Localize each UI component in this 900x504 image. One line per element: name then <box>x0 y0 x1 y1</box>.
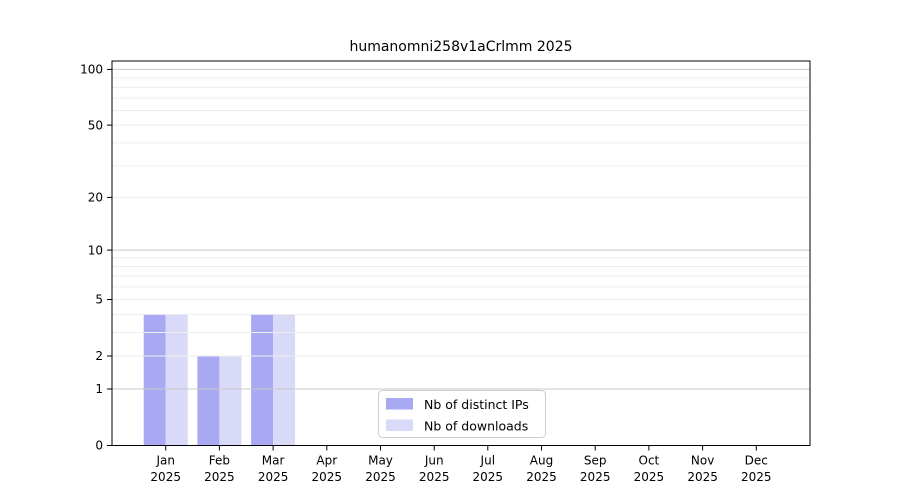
x-tick-year-label: 2025 <box>741 470 772 484</box>
x-tick-year-label: 2025 <box>634 470 665 484</box>
x-tick-year-label: 2025 <box>365 470 396 484</box>
x-tick-month-label: Dec <box>745 454 768 468</box>
x-tick-month-label: May <box>368 454 393 468</box>
bar-nb-of-downloads-feb <box>219 356 242 446</box>
legend-box <box>378 390 546 438</box>
y-tick-label: 10 <box>88 243 103 257</box>
y-tick-label: 0 <box>95 439 103 453</box>
x-tick-year-label: 2025 <box>258 470 289 484</box>
x-tick-month-label: Mar <box>262 454 285 468</box>
chart-title: humanomni258v1aCrlmm 2025 <box>349 39 572 55</box>
y-tick-label: 20 <box>88 191 103 205</box>
x-tick-year-label: 2025 <box>473 470 504 484</box>
legend-label-downloads: Nb of downloads <box>424 419 528 434</box>
x-tick-year-label: 2025 <box>687 470 718 484</box>
legend-swatch-downloads <box>386 419 413 431</box>
y-tick-label: 1 <box>95 382 103 396</box>
x-tick-month-label: Jul <box>480 454 495 468</box>
x-tick-year-label: 2025 <box>204 470 235 484</box>
y-tick-label: 100 <box>80 63 103 77</box>
x-tick-year-label: 2025 <box>526 470 557 484</box>
x-tick-month-label: Nov <box>691 454 714 468</box>
labels-layer: 0 1 2 5 10 20 50 100 Jan 2025 Feb 2025 Mar 2025 Apr 202… <box>80 63 771 484</box>
bar-nb-of-downloads-jan <box>165 314 188 446</box>
x-tick-year-label: 2025 <box>312 470 343 484</box>
bars-layer <box>143 314 296 446</box>
bar-nb-of-distinct-ips-jan <box>143 314 166 446</box>
y-tick-label: 5 <box>95 293 103 307</box>
x-tick-year-label: 2025 <box>580 470 611 484</box>
x-tick-month-label: Jan <box>155 454 175 468</box>
x-tick-month-label: Oct <box>639 454 660 468</box>
plot-frame <box>111 60 811 446</box>
x-tick-year-label: 2025 <box>419 470 450 484</box>
x-tick-month-label: Jun <box>424 454 444 468</box>
bar-nb-of-distinct-ips-mar <box>251 314 274 446</box>
bar-nb-of-downloads-mar <box>273 314 296 446</box>
x-tick-month-label: Apr <box>316 454 337 468</box>
legend-label-distinct-ips: Nb of distinct IPs <box>424 397 529 412</box>
ticks-layer <box>107 68 757 451</box>
y-tick-label: 2 <box>95 349 103 363</box>
x-tick-month-label: Sep <box>584 454 607 468</box>
x-tick-year-label: 2025 <box>150 470 181 484</box>
y-tick-label: 50 <box>88 118 103 132</box>
bar-nb-of-distinct-ips-feb <box>197 356 220 446</box>
x-tick-month-label: Aug <box>530 454 553 468</box>
legend-swatch-distinct-ips <box>386 398 413 410</box>
x-tick-month-label: Feb <box>209 454 230 468</box>
legend: Nb of distinct IPs Nb of downloads <box>378 390 546 438</box>
grid-layer <box>112 68 810 390</box>
